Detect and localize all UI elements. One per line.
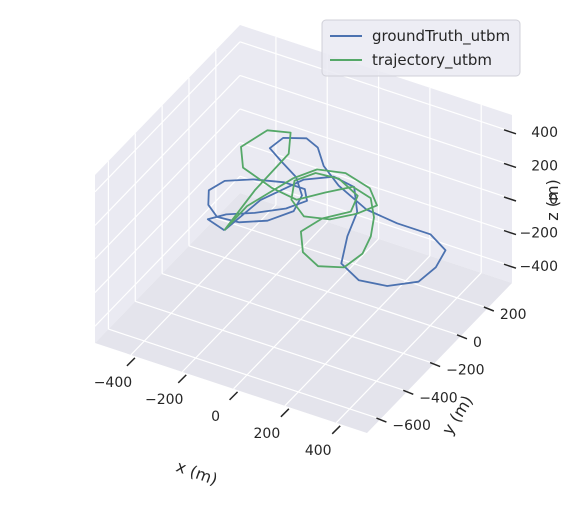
grid-line-back-z xyxy=(239,41,513,133)
grid-line-floor-y xyxy=(188,245,462,337)
y-tick-mark xyxy=(376,417,387,423)
z-tick-label: −200 xyxy=(520,226,558,242)
grid-line-floor-y xyxy=(215,217,489,309)
x-tick-label: 0 xyxy=(211,409,220,425)
legend-box xyxy=(321,19,521,77)
y-tick-label: 0 xyxy=(473,335,482,351)
x-tick-mark xyxy=(177,374,187,384)
y-tick-label: −600 xyxy=(392,418,430,434)
x-tick-label: 400 xyxy=(305,443,332,459)
y-tick-mark xyxy=(429,361,441,368)
y-tick-label: −200 xyxy=(446,363,484,379)
z-tick-mark xyxy=(503,162,517,169)
grid-line-left-z xyxy=(94,41,241,193)
y-tick-mark xyxy=(402,389,414,396)
z-tick-mark xyxy=(503,129,517,135)
y-tick-mark xyxy=(456,334,468,340)
grid-line-back-z xyxy=(239,74,513,166)
x-tick-mark xyxy=(331,425,341,435)
grid-line-back-z xyxy=(239,108,513,200)
y-tick-label: 200 xyxy=(500,307,527,323)
x-tick-mark xyxy=(280,408,290,418)
x-tick-label: 200 xyxy=(254,426,281,442)
tick-labels: −400 −200 0 200 400 200 0 −200 −400 −600 400 200 0 −2… xyxy=(94,125,558,459)
legend-entry-trajectory: trajectory_utbm xyxy=(372,51,492,70)
legend: groundTruth_utbm trajectory_utbm xyxy=(321,19,521,77)
z-tick-label: −400 xyxy=(520,259,558,275)
grid-line-back-z xyxy=(239,175,513,267)
series-line-trajectory-utbm xyxy=(223,129,378,269)
z-tick-label: 400 xyxy=(531,125,558,141)
grid-line-left-z xyxy=(94,142,241,294)
grid-line-floor-y xyxy=(108,328,381,420)
legend-entry-groundtruth: groundTruth_utbm xyxy=(372,27,510,46)
y-tick-mark xyxy=(483,306,495,312)
series-line-groundtruth-utbm xyxy=(206,137,447,287)
grid-line-floor-y xyxy=(161,272,435,365)
grid-line-floor-y xyxy=(135,300,408,392)
y-tick-label: −400 xyxy=(419,390,457,406)
x-tick-label: −200 xyxy=(145,392,183,408)
grid-lines xyxy=(94,36,513,424)
x-tick-mark xyxy=(229,391,239,401)
x-tick-label: −400 xyxy=(94,375,132,391)
z-axis-label: z (m) xyxy=(543,179,562,221)
z-tick-mark xyxy=(503,229,517,236)
x-tick-mark xyxy=(126,357,136,367)
z-tick-label: 0 xyxy=(549,192,558,208)
x-axis-label: x (m) xyxy=(174,457,221,489)
grid-line-left-z xyxy=(94,108,241,260)
grid-line-left-z xyxy=(94,175,241,327)
grid-line-left-z xyxy=(94,74,241,226)
pane-floor xyxy=(95,193,512,433)
z-tick-label: 200 xyxy=(531,158,558,174)
z-tick-mark xyxy=(503,196,517,202)
series-layer xyxy=(206,129,447,287)
z-tick-mark xyxy=(503,263,517,269)
